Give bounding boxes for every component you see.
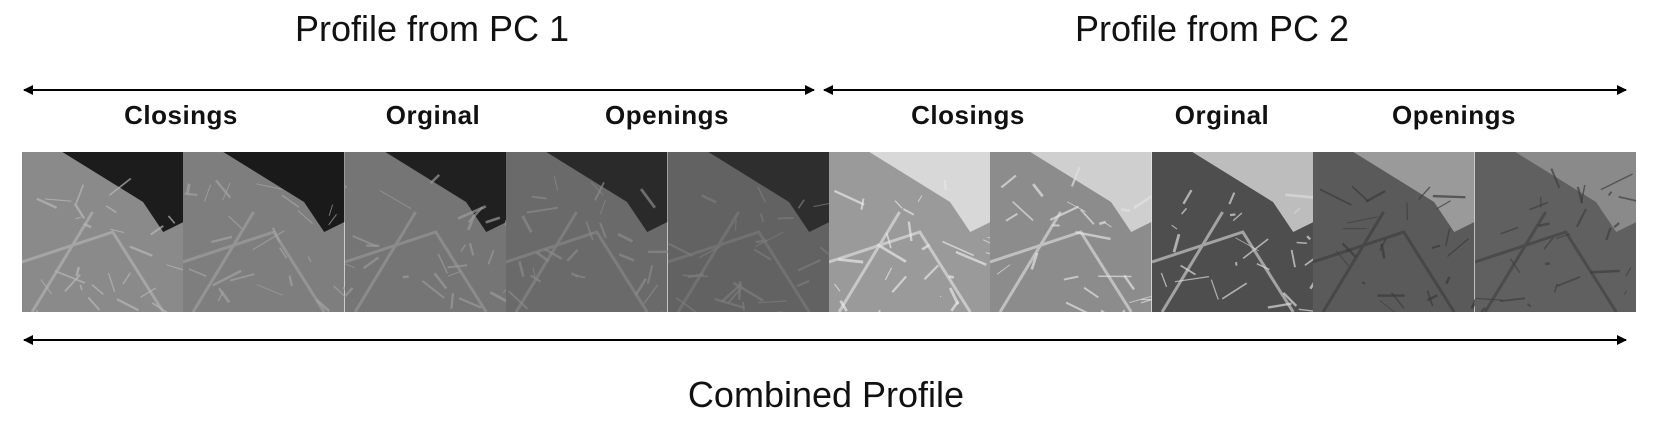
profile-image-tile [22, 152, 184, 312]
profile-image-tile [828, 152, 991, 312]
pc2-profile-title: Profile from PC 2 [1074, 8, 1350, 49]
pc1-closings-label: Closings [124, 100, 238, 130]
profile-image-tile [506, 152, 668, 312]
pc1-original-label: Orginal [385, 100, 481, 130]
pc2-openings-label: Openings [1392, 100, 1516, 130]
image-strip [22, 152, 1636, 312]
profile-image-tile [990, 152, 1152, 312]
pc1-profile-title: Profile from PC 1 [294, 8, 570, 49]
profile-image-tile [344, 152, 507, 312]
combined-profile-title: Combined Profile [687, 374, 965, 415]
profile-image-tile [1151, 152, 1314, 312]
pc2-closings-label: Closings [911, 100, 1025, 130]
profile-image-tile [667, 152, 829, 312]
pc1-openings-label: Openings [605, 100, 729, 130]
profile-image-tile [1474, 152, 1636, 312]
profile-image-tile [1313, 152, 1475, 312]
profile-image-tile [183, 152, 345, 312]
pc2-original-label: Orginal [1174, 100, 1270, 130]
